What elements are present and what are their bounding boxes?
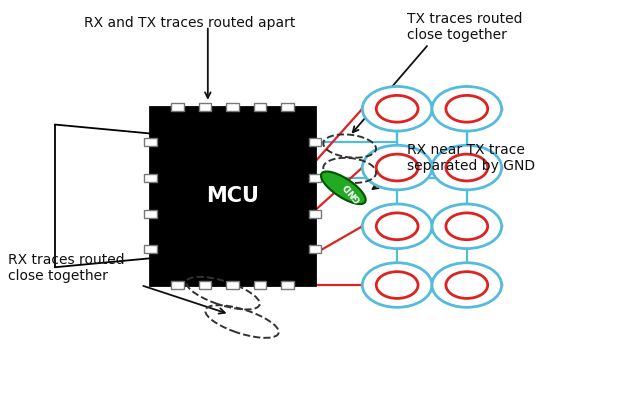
Bar [226, 103, 239, 111]
Polygon shape [321, 171, 366, 204]
Circle shape [363, 86, 432, 131]
Bar [308, 174, 321, 182]
Circle shape [432, 263, 502, 307]
Circle shape [377, 154, 418, 181]
Text: RX near TX trace
separated by GND: RX near TX trace separated by GND [406, 143, 535, 173]
Circle shape [446, 154, 488, 181]
Bar [171, 103, 184, 111]
Circle shape [377, 95, 418, 122]
Circle shape [363, 263, 432, 307]
Circle shape [377, 272, 418, 298]
Circle shape [432, 204, 502, 248]
Bar [226, 281, 239, 289]
Bar [308, 210, 321, 218]
Bar [308, 245, 321, 253]
Circle shape [432, 145, 502, 190]
Bar [198, 281, 211, 289]
Circle shape [446, 95, 488, 122]
Text: RX and TX traces routed apart: RX and TX traces routed apart [84, 16, 295, 29]
Text: TX traces routed
close together: TX traces routed close together [406, 11, 522, 42]
Circle shape [446, 213, 488, 239]
Bar [150, 107, 315, 285]
Bar [144, 174, 156, 182]
Bar [144, 245, 156, 253]
Bar [281, 281, 294, 289]
Bar [198, 103, 211, 111]
Circle shape [363, 145, 432, 190]
Circle shape [446, 272, 488, 298]
Circle shape [432, 86, 502, 131]
Bar [144, 138, 156, 146]
Circle shape [363, 204, 432, 248]
Bar [144, 210, 156, 218]
Bar [281, 103, 294, 111]
Bar [254, 281, 266, 289]
Text: GND: GND [342, 180, 364, 203]
Text: MCU: MCU [206, 186, 259, 206]
Bar [308, 138, 321, 146]
Circle shape [377, 213, 418, 239]
Bar [254, 103, 266, 111]
Bar [171, 281, 184, 289]
Text: RX traces routed
close together: RX traces routed close together [8, 253, 125, 283]
